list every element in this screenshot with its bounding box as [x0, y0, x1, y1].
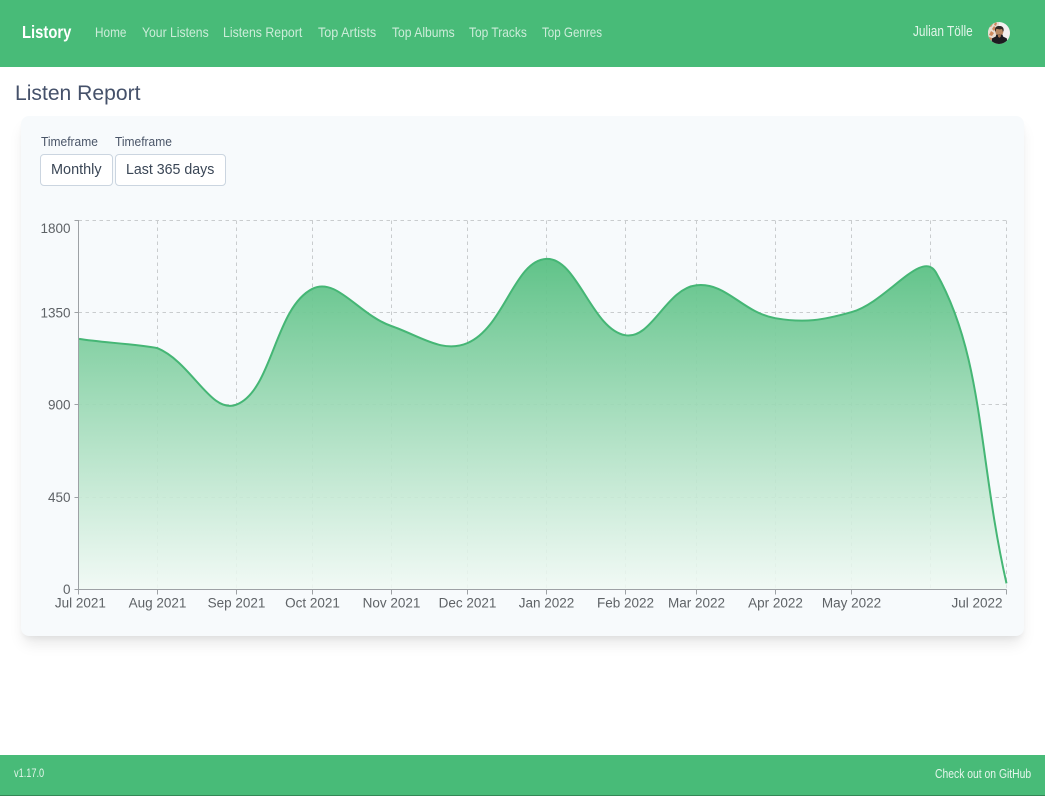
- svg-text:0: 0: [63, 582, 71, 597]
- svg-text:Feb 2022: Feb 2022: [597, 596, 654, 611]
- svg-text:Aug 2021: Aug 2021: [129, 596, 187, 611]
- svg-text:Jan 2022: Jan 2022: [519, 596, 575, 611]
- svg-text:900: 900: [48, 398, 71, 413]
- svg-text:Jul 2022: Jul 2022: [951, 596, 1002, 611]
- svg-text:1350: 1350: [40, 305, 70, 320]
- svg-text:Mar 2022: Mar 2022: [668, 596, 725, 611]
- svg-text:May 2022: May 2022: [822, 596, 881, 611]
- svg-text:Sep 2021: Sep 2021: [208, 596, 266, 611]
- svg-text:1800: 1800: [40, 221, 70, 236]
- svg-text:Dec 2021: Dec 2021: [439, 596, 497, 611]
- svg-text:Nov 2021: Nov 2021: [363, 596, 421, 611]
- svg-text:Jul 2021: Jul 2021: [55, 596, 106, 611]
- svg-text:Apr 2022: Apr 2022: [748, 596, 803, 611]
- svg-text:Oct 2021: Oct 2021: [285, 596, 340, 611]
- svg-text:450: 450: [48, 490, 71, 505]
